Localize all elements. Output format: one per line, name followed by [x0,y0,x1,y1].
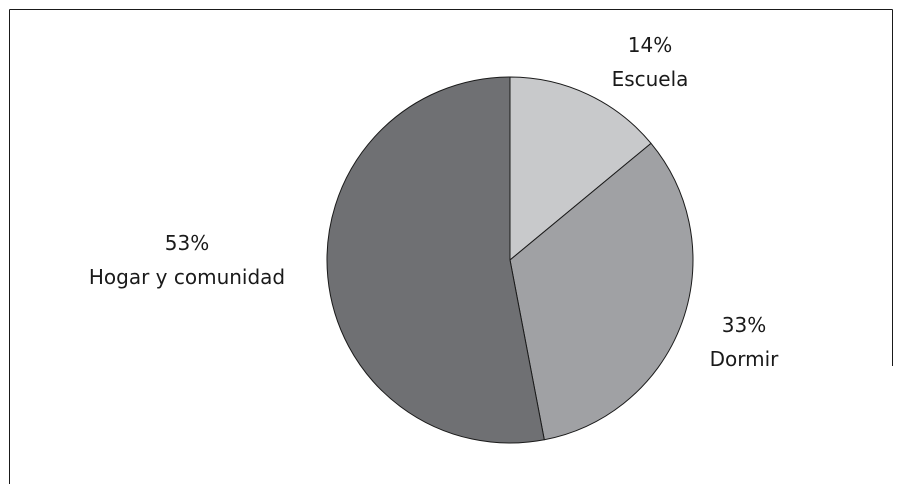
slice-percent-dormir: 33% [722,313,766,337]
slice-category-dormir: Dormir [710,347,780,371]
slice-percent-hogar-y-comunidad: 53% [165,231,209,255]
slice-category-hogar-y-comunidad: Hogar y comunidad [89,265,285,289]
slice-category-escuela: Escuela [612,67,689,91]
pie-slice-escuela [509,76,652,261]
pie-slice-hogar-y-comunidad [326,76,545,444]
slice-percent-escuela: 14% [628,33,672,57]
pie-slice-dormir [509,142,694,441]
